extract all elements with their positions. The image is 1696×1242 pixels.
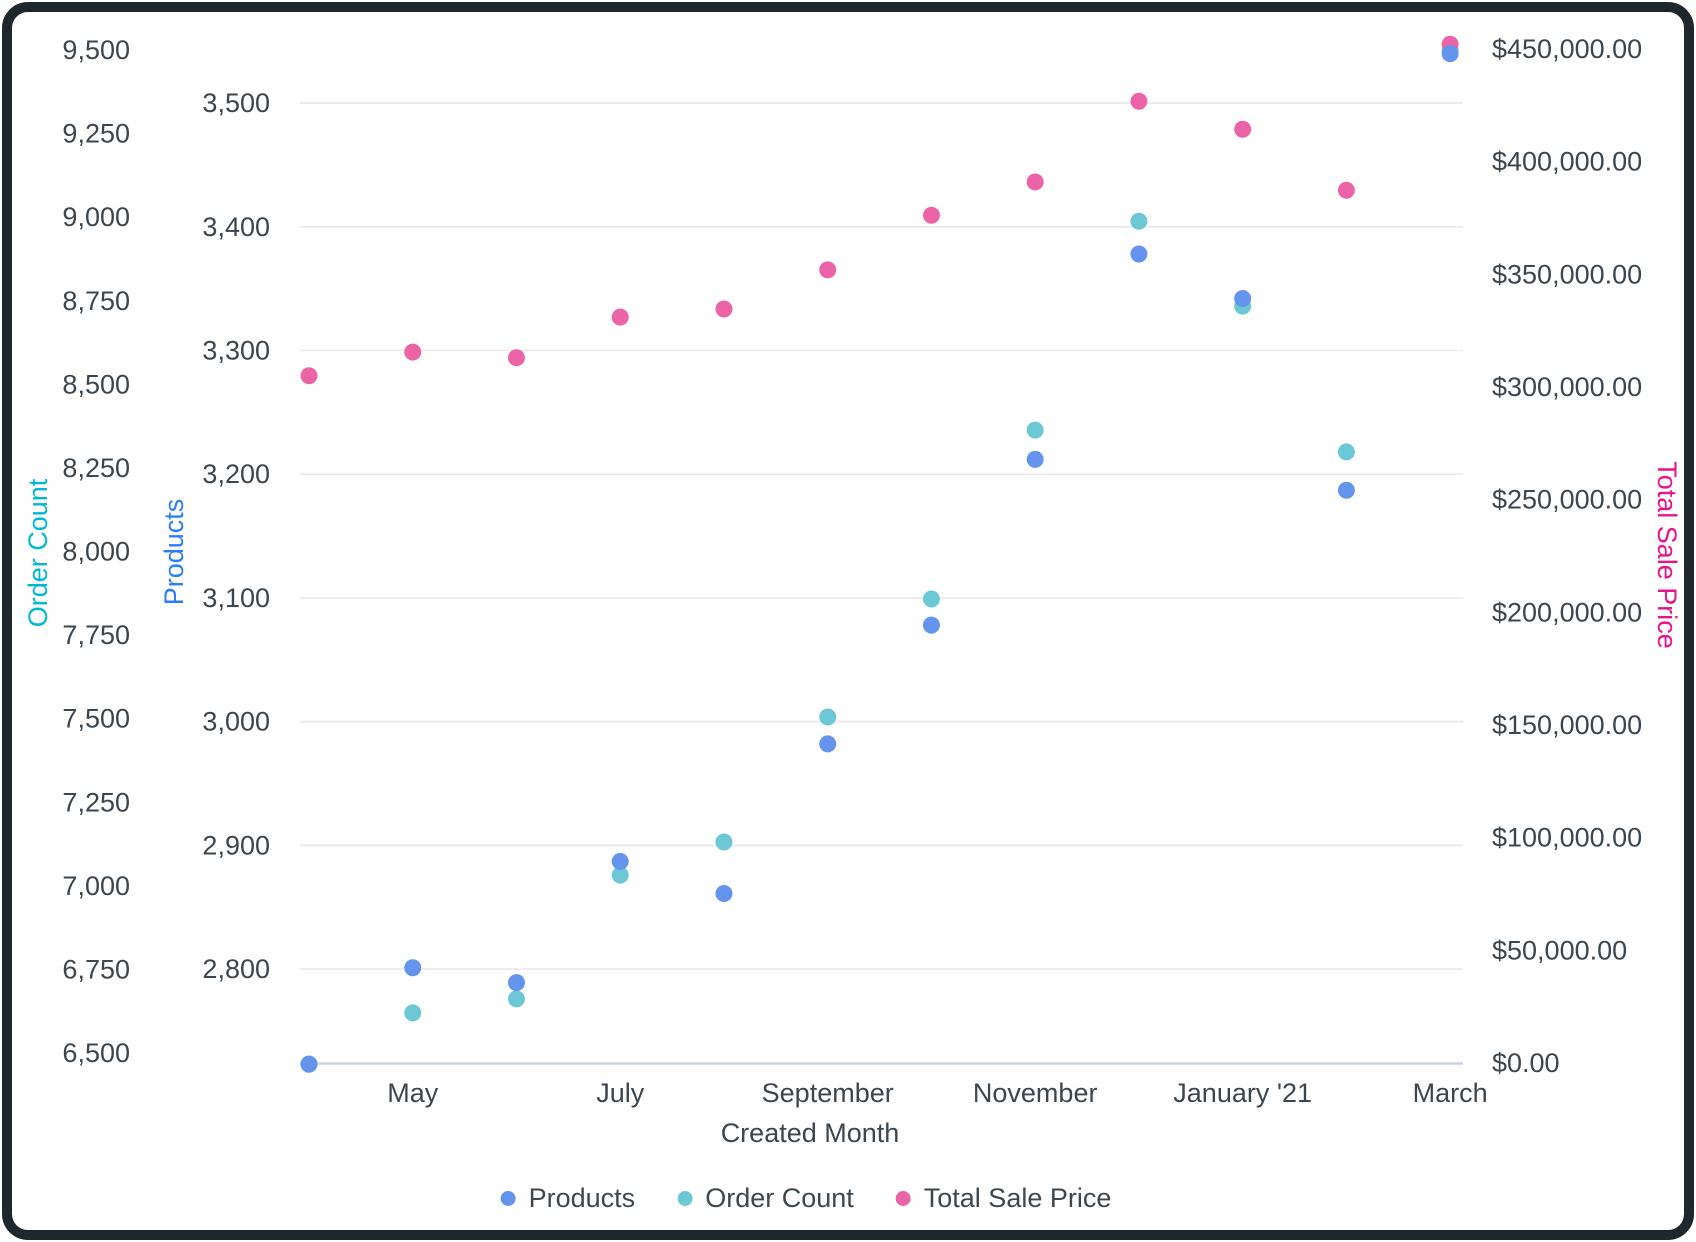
total-sale-price-point-5[interactable] [819,261,837,279]
products-point-11[interactable] [1441,45,1459,63]
products-axis-title: Products [159,499,189,606]
order-count-tick-7000: 7,000 [62,871,130,901]
products-tick-2800: 2,800 [202,954,270,984]
legend-label-order-count: Order Count [705,1183,854,1213]
total-sale-price-axis-title: Total Sale Price [1652,461,1682,649]
products-tick-3300: 3,300 [202,336,270,366]
x-tick-5: March [1413,1078,1488,1108]
order-count-tick-9000: 9,000 [62,202,130,232]
order-count-point-3[interactable] [611,866,629,884]
order-count-tick-8250: 8,250 [62,453,130,483]
legend-label-products: Products [528,1183,636,1213]
products-point-2[interactable] [507,974,525,992]
x-tick-4: January '21 [1173,1078,1312,1108]
order-count-ticks-group: 6,500 6,750 7,000 7,250 7,500 7,750 8,000 8,250… [62,35,130,1068]
data-points-group [300,35,1459,1073]
order-count-point-2[interactable] [507,990,525,1008]
products-point-10[interactable] [1337,481,1355,499]
x-tick-3: November [973,1078,1098,1108]
order-count-tick-6500: 6,500 [62,1038,130,1068]
order-count-tick-8750: 8,750 [62,286,130,316]
x-tick-1: July [596,1078,645,1108]
x-tick-2: September [762,1078,894,1108]
axis-titles-group: Order Count Products Total Sale Price Creat… [23,461,1682,1148]
total-sale-price-point-8[interactable] [1130,92,1148,110]
order-count-tick-7250: 7,250 [62,787,130,817]
legend-item-order-count[interactable]: Order Count [677,1183,854,1214]
order-count-axis-title: Order Count [23,478,53,627]
products-point-7[interactable] [1026,450,1044,468]
legend-dot-total-sale-price [895,1191,911,1206]
products-tick-3500: 3,500 [202,88,270,118]
products-point-1[interactable] [404,959,422,977]
price-tick-200000: $200,000.00 [1492,597,1642,627]
total-sale-price-point-2[interactable] [507,349,525,367]
products-tick-3100: 3,100 [202,583,270,613]
order-count-point-7[interactable] [1026,421,1044,439]
order-count-point-8[interactable] [1130,212,1148,230]
total-sale-price-point-1[interactable] [404,343,422,361]
gridlines-group [300,102,1463,970]
products-point-6[interactable] [922,616,940,634]
products-tick-2900: 2,900 [202,830,270,860]
legend-item-products[interactable]: Products [500,1183,636,1214]
products-point-8[interactable] [1130,245,1148,263]
products-tick-3000: 3,000 [202,707,270,737]
order-count-point-1[interactable] [404,1004,422,1022]
order-count-tick-7500: 7,500 [62,704,130,734]
order-count-point-6[interactable] [922,590,940,608]
price-tick-250000: $250,000.00 [1492,485,1642,515]
order-count-tick-8500: 8,500 [62,369,130,399]
price-tick-350000: $350,000.00 [1492,259,1642,289]
order-count-point-4[interactable] [715,833,733,851]
products-tick-3200: 3,200 [202,459,270,489]
total-sale-price-point-7[interactable] [1026,173,1044,191]
total-sale-price-point-10[interactable] [1337,181,1355,199]
order-count-tick-9250: 9,250 [62,119,130,149]
price-tick-0: $0.00 [1492,1048,1560,1078]
products-ticks-group: 2,800 2,900 3,000 3,100 3,200 3,300 3,400 3,500 [202,88,270,984]
total-sale-price-point-4[interactable] [715,300,733,318]
total-sale-price-point-6[interactable] [922,206,940,224]
total-sale-price-point-9[interactable] [1234,120,1252,138]
price-tick-300000: $300,000.00 [1492,372,1642,402]
products-point-4[interactable] [715,885,733,903]
price-ticks-group: $0.00 $50,000.00 $100,000.00 $150,000.00 $20… [1492,34,1642,1078]
price-tick-150000: $150,000.00 [1492,710,1642,740]
price-tick-450000: $450,000.00 [1492,34,1642,64]
price-tick-100000: $100,000.00 [1492,823,1642,853]
total-sale-price-point-3[interactable] [611,308,629,326]
x-axis-title: Created Month [721,1118,900,1148]
legend-dot-products [500,1191,516,1206]
products-point-0[interactable] [300,1055,318,1073]
legend-label-total-sale-price: Total Sale Price [923,1183,1112,1213]
products-tick-3400: 3,400 [202,212,270,242]
legend-dot-order-count [677,1191,693,1206]
order-count-tick-9500: 9,500 [62,35,130,65]
order-count-tick-8000: 8,000 [62,537,130,567]
chart-legend: Products Order Count Total Sale Price [500,1183,1112,1214]
x-tick-0: May [387,1078,439,1108]
price-tick-400000: $400,000.00 [1492,147,1642,177]
order-count-point-5[interactable] [819,708,837,726]
products-point-5[interactable] [819,735,837,753]
order-count-tick-7750: 7,750 [62,620,130,650]
products-point-3[interactable] [611,852,629,870]
x-tick-labels-group: May July September November January '21 March [387,1078,1487,1108]
products-point-9[interactable] [1234,290,1252,308]
legend-item-total-sale-price[interactable]: Total Sale Price [895,1183,1112,1214]
order-count-tick-6750: 6,750 [62,954,130,984]
total-sale-price-point-0[interactable] [300,367,318,385]
price-tick-50000: $50,000.00 [1492,935,1627,965]
order-count-point-10[interactable] [1337,443,1355,461]
